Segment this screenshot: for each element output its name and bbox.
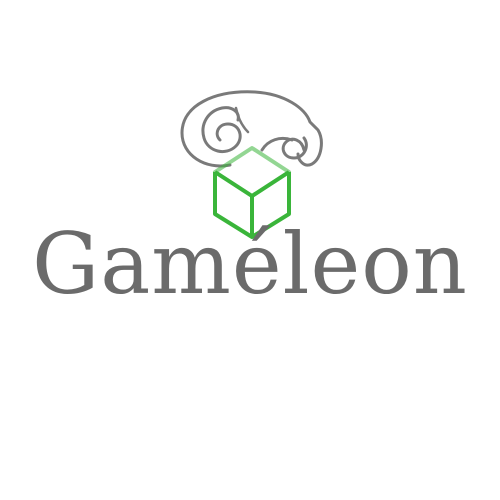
chameleon-icon: [180, 90, 323, 168]
cube-icon: [213, 146, 291, 239]
brand-wordmark: Gaméleon: [32, 215, 468, 313]
